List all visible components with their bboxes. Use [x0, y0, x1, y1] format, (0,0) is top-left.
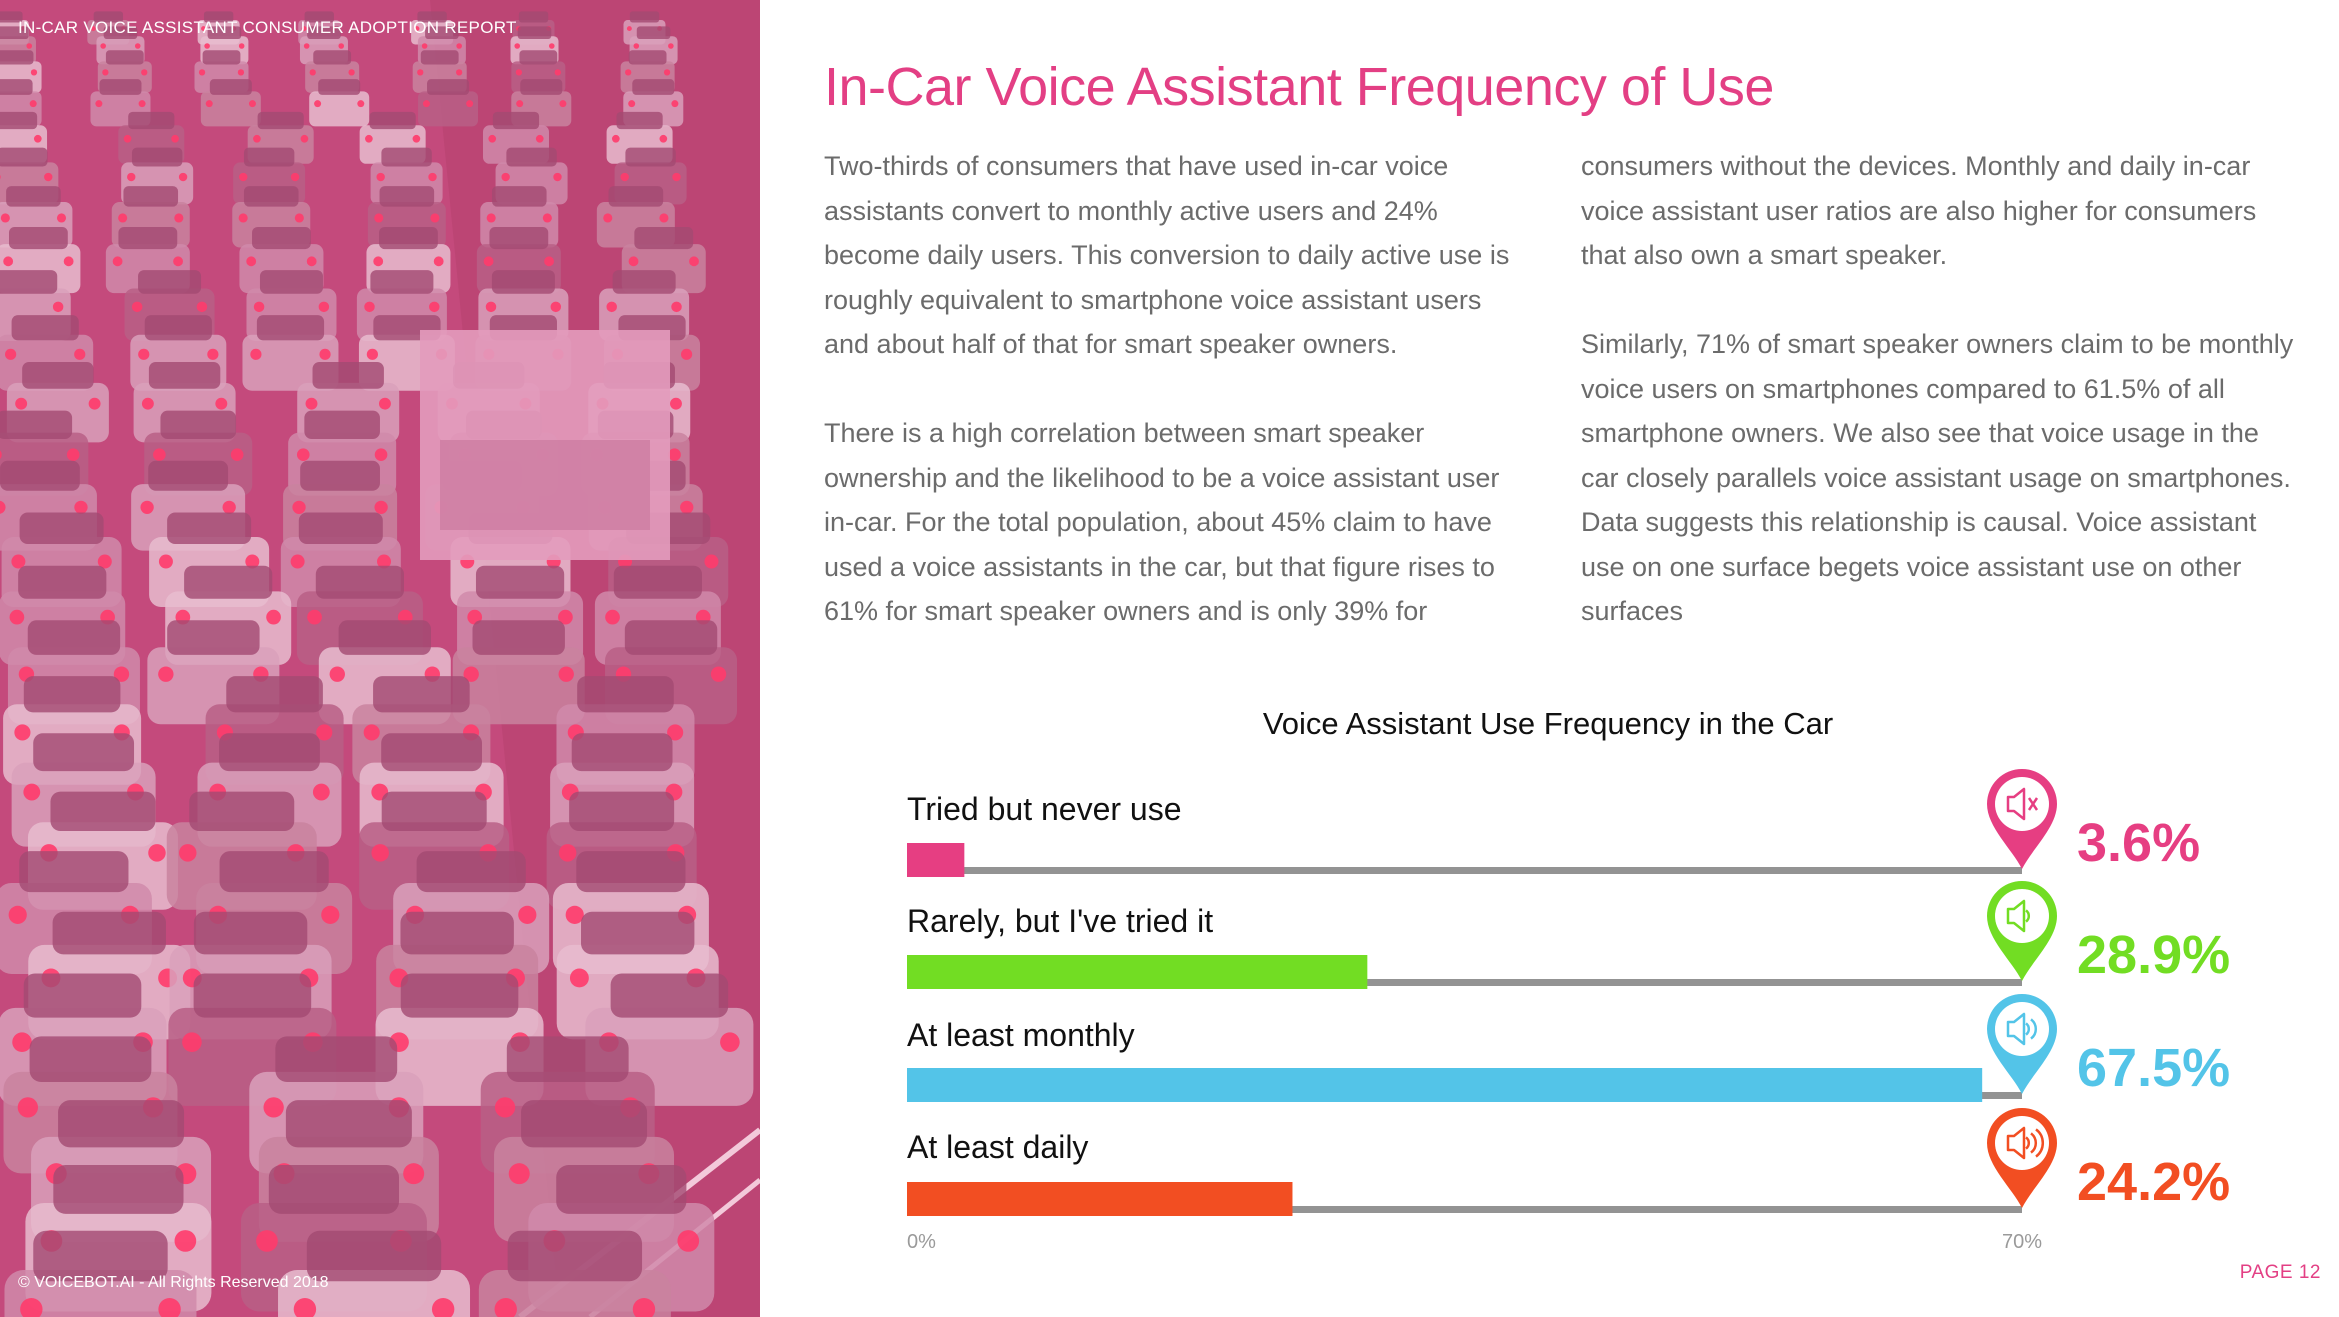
bar — [907, 1182, 1293, 1216]
paragraph: consumers without the devices. Monthly a… — [1581, 151, 2257, 270]
bar — [907, 955, 1368, 989]
car-shape — [478, 1230, 671, 1317]
page-title: In-Car Voice Assistant Frequency of Use — [824, 57, 1774, 117]
body-column-right: consumers without the devices. Monthly a… — [1581, 144, 2296, 678]
car-shape — [4, 1230, 197, 1317]
car-shape — [452, 620, 585, 725]
car-shape — [418, 79, 479, 127]
paragraph: Similarly, 71% of smart speaker owners c… — [1581, 329, 2294, 626]
value-label: 67.5% — [2077, 1038, 2230, 1098]
speaker-mute-icon — [1987, 769, 2057, 869]
car-shape — [309, 79, 370, 127]
value-label: 28.9% — [2077, 925, 2230, 985]
traffic-illustration — [0, 0, 760, 1317]
car-shape — [200, 79, 261, 127]
value-label: 24.2% — [2077, 1152, 2230, 1212]
value-label: 3.6% — [2077, 813, 2200, 873]
category-label: At least daily — [907, 1129, 1088, 1165]
bar — [907, 1068, 1983, 1102]
car-shape — [278, 1230, 471, 1317]
axis-tick-label: 70% — [2002, 1231, 2042, 1253]
copyright: © VOICEBOT.AI - All Rights Reserved 2018 — [18, 1274, 329, 1291]
report-title: IN-CAR VOICE ASSISTANT CONSUMER ADOPTION… — [18, 18, 517, 37]
speaker-low-icon — [1987, 881, 2057, 981]
page-number: PAGE 12 — [2239, 1262, 2321, 1283]
category-label: Rarely, but I've tried it — [907, 903, 1213, 939]
paragraph: There is a high correlation between smar… — [824, 418, 1500, 626]
paragraph: Two-thirds of consumers that have used i… — [824, 151, 1510, 359]
axis-tick-label: 0% — [907, 1231, 936, 1253]
bar-track — [907, 867, 2022, 874]
truck-window — [440, 440, 650, 530]
chart-title: Voice Assistant Use Frequency in the Car — [1262, 706, 1834, 741]
traffic-photo: IN-CAR VOICE ASSISTANT CONSUMER ADOPTION… — [0, 0, 760, 1317]
bar-track — [907, 979, 2022, 986]
bar-track — [907, 1206, 2022, 1213]
category-label: At least monthly — [907, 1017, 1135, 1053]
speaker-medium-icon — [1987, 994, 2057, 1094]
category-label: Tried but never use — [907, 791, 1182, 827]
speaker-high-icon — [1987, 1108, 2057, 1208]
bar — [907, 843, 965, 877]
body-column-left: Two-thirds of consumers that have used i… — [824, 144, 1529, 678]
